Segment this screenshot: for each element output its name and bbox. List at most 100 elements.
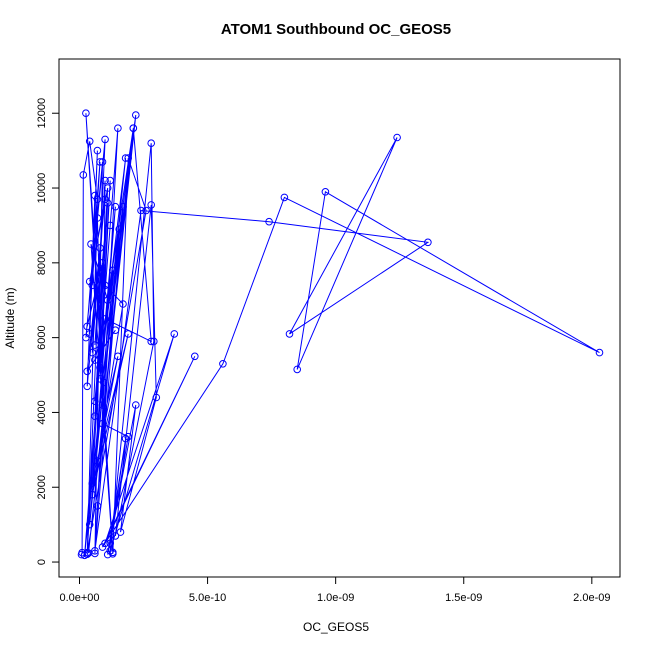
- data-point: [98, 543, 107, 551]
- data-point: [111, 202, 120, 211]
- series-layer: [77, 109, 604, 560]
- data-point: [98, 419, 107, 428]
- x-tick-label: 1.5e-09: [445, 592, 482, 604]
- data-point: [293, 365, 302, 374]
- data-point: [147, 201, 155, 209]
- data-point: [103, 184, 112, 192]
- data-point: [101, 281, 109, 290]
- data-point: [111, 326, 120, 335]
- data-point: [115, 225, 123, 233]
- chart-title: ATOM1 Southbound OC_GEOS5: [221, 21, 451, 38]
- data-point: [87, 240, 95, 248]
- data-point: [91, 397, 99, 406]
- data-point: [114, 124, 122, 132]
- data-point: [114, 352, 122, 361]
- data-point: [83, 382, 91, 391]
- data-point: [321, 188, 330, 196]
- data-point: [83, 322, 91, 331]
- data-point: [98, 158, 107, 166]
- data-point: [106, 176, 114, 185]
- x-axis-label: OC_GEOS5: [303, 620, 369, 634]
- y-tick-label: 10000: [36, 173, 48, 204]
- data-point: [88, 348, 97, 357]
- data-point: [96, 375, 104, 383]
- data-point: [101, 135, 109, 144]
- y-axis: 0 2000 4000 6000 8000 10000 12000: [36, 98, 60, 565]
- data-point: [91, 412, 99, 421]
- x-axis: 0.0e+00 5.0e-10 1.0e-09 1.5e-09 2.0e-09: [59, 576, 610, 604]
- data-point: [101, 539, 109, 548]
- data-point: [219, 360, 227, 368]
- data-point: [124, 330, 132, 338]
- data-point: [124, 432, 132, 441]
- data-point: [119, 300, 127, 308]
- data-point: [88, 490, 97, 499]
- data-point: [106, 539, 114, 548]
- data-point: [121, 154, 130, 162]
- data-point: [109, 550, 117, 558]
- data-point: [424, 238, 432, 247]
- x-tick-label: 2.0e-09: [573, 592, 610, 604]
- data-point: [152, 393, 161, 402]
- data-point: [85, 137, 94, 146]
- data-point: [150, 337, 158, 346]
- x-tick-label: 5.0e-10: [189, 592, 226, 604]
- data-point: [103, 296, 112, 305]
- y-tick-label: 4000: [36, 400, 48, 424]
- data-point: [88, 479, 97, 488]
- data-point: [119, 202, 127, 211]
- data-point: [147, 337, 155, 346]
- data-point: [91, 341, 99, 349]
- y-tick-label: 8000: [36, 251, 48, 275]
- data-point: [109, 266, 117, 275]
- data-point: [85, 330, 94, 338]
- plot-frame: [58, 58, 621, 578]
- data-point: [85, 277, 94, 286]
- data-point: [88, 281, 97, 290]
- data-point: [132, 111, 140, 119]
- data-point: [170, 330, 179, 338]
- data-point: [116, 528, 125, 536]
- x-tick-label: 0.0e+00: [59, 592, 99, 604]
- data-point: [111, 532, 120, 540]
- data-point: [103, 550, 112, 559]
- data-point: [132, 401, 140, 409]
- data-point: [91, 356, 99, 364]
- data-point: [124, 154, 132, 162]
- data-point: [83, 548, 91, 557]
- data-point: [106, 221, 114, 230]
- data-point: [79, 171, 88, 179]
- data-point: [85, 520, 94, 529]
- data-point: [147, 139, 155, 147]
- y-tick-label: 6000: [36, 325, 48, 349]
- data-point: [280, 193, 289, 202]
- y-tick-label: 0: [36, 559, 48, 565]
- data-point: [80, 551, 89, 560]
- data-point: [93, 214, 102, 222]
- y-tick-label: 12000: [36, 98, 48, 129]
- y-axis-label: Altitude (m): [3, 287, 17, 348]
- data-point: [93, 195, 102, 204]
- data-point: [393, 133, 401, 142]
- series-line: [81, 113, 600, 556]
- data-point: [96, 158, 104, 166]
- data-point: [93, 146, 102, 155]
- data-point: [83, 367, 91, 376]
- data-point: [101, 176, 109, 185]
- data-point: [191, 352, 199, 361]
- data-point: [285, 330, 294, 338]
- data-point: [91, 547, 99, 555]
- data-point: [98, 401, 107, 409]
- data-point: [595, 348, 604, 357]
- data-point: [96, 363, 104, 372]
- data-point: [137, 206, 145, 215]
- data-point: [93, 502, 102, 510]
- data-point: [103, 199, 112, 207]
- data-point: [91, 191, 99, 200]
- data-point: [142, 206, 150, 215]
- data-point: [101, 315, 109, 323]
- x-tick-label: 1.0e-09: [317, 592, 354, 604]
- y-tick-label: 2000: [36, 475, 48, 499]
- data-point: [82, 109, 90, 117]
